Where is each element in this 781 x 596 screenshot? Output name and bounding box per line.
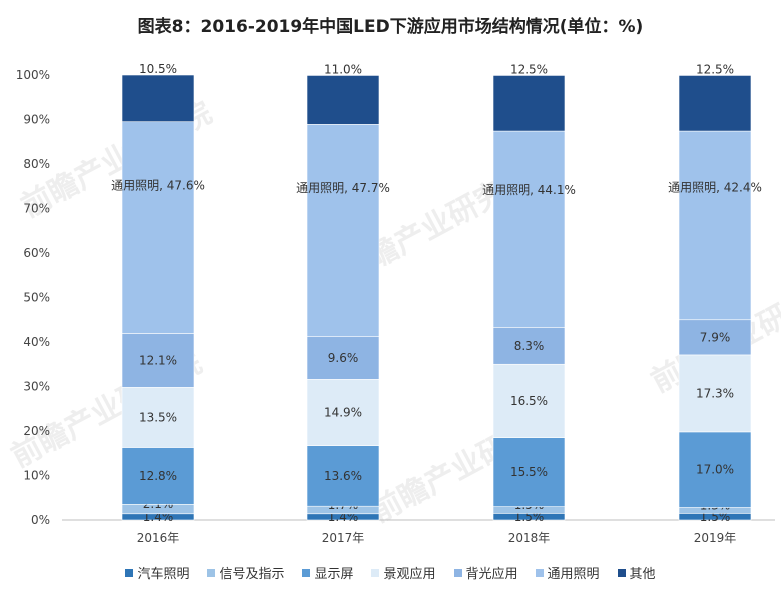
bar-segment bbox=[306, 124, 380, 337]
bar-segment bbox=[678, 75, 752, 132]
x-tick-label: 2017年 bbox=[322, 531, 365, 545]
legend-label: 背光应用 bbox=[465, 567, 518, 582]
bar-segment bbox=[678, 319, 752, 356]
chart-legend: 汽车照明 信号及指示 显示屏 景观应用 背光应用 通用照明 其他 bbox=[0, 563, 781, 582]
bar-segment bbox=[492, 75, 566, 132]
bar-segment bbox=[492, 130, 566, 328]
data-label: 9.6% bbox=[328, 351, 359, 365]
legend-swatch bbox=[453, 568, 462, 577]
x-tick-label: 2019年 bbox=[694, 531, 737, 545]
y-tick-label: 100% bbox=[16, 68, 50, 82]
legend-label: 显示屏 bbox=[314, 567, 354, 582]
data-label: 11.0% bbox=[324, 62, 362, 76]
legend-swatch bbox=[371, 568, 380, 577]
y-tick-label: 80% bbox=[23, 157, 50, 171]
data-label: 12.5% bbox=[510, 62, 548, 76]
data-label: 15.5% bbox=[510, 465, 548, 479]
bar-segment bbox=[678, 431, 752, 508]
data-label: 7.9% bbox=[700, 330, 731, 344]
y-tick-label: 90% bbox=[23, 113, 50, 127]
legend-swatch bbox=[207, 568, 216, 577]
legend-item: 通用照明 bbox=[535, 563, 600, 582]
legend-item: 其他 bbox=[617, 563, 656, 582]
legend-item: 背光应用 bbox=[453, 563, 518, 582]
data-label: 12.5% bbox=[696, 62, 734, 76]
legend-label: 信号及指示 bbox=[219, 567, 285, 582]
data-label: 13.6% bbox=[324, 469, 362, 483]
data-label: 通用照明, 47.6% bbox=[111, 178, 205, 192]
legend-item: 汽车照明 bbox=[125, 563, 189, 582]
data-label: 通用照明, 47.7% bbox=[296, 181, 390, 195]
y-tick-label: 0% bbox=[31, 513, 50, 527]
bar-segment bbox=[492, 437, 566, 507]
legend-label: 通用照明 bbox=[547, 567, 600, 582]
legend-label: 其他 bbox=[629, 567, 656, 582]
bar-segment bbox=[121, 447, 195, 505]
bar-segment bbox=[306, 445, 380, 507]
data-label: 14.9% bbox=[324, 406, 362, 420]
data-label: 10.5% bbox=[139, 62, 177, 76]
data-label: 17.3% bbox=[696, 386, 734, 400]
chart-title: 图表8：2016-2019年中国LED下游应用市场结构情况(单位：%) bbox=[137, 17, 644, 37]
y-tick-label: 60% bbox=[23, 246, 50, 260]
bar-segment bbox=[678, 354, 752, 433]
data-label: 12.1% bbox=[139, 353, 177, 367]
data-label: 8.3% bbox=[514, 339, 545, 353]
data-label: 16.5% bbox=[510, 394, 548, 408]
data-label: 通用照明, 44.1% bbox=[482, 183, 576, 197]
bar-segment bbox=[306, 75, 380, 125]
data-label: 13.5% bbox=[139, 410, 177, 424]
bar-segment bbox=[121, 121, 195, 334]
x-tick-label: 2018年 bbox=[508, 531, 551, 545]
legend-swatch bbox=[535, 568, 544, 577]
y-tick-label: 30% bbox=[23, 380, 50, 394]
y-tick-label: 40% bbox=[23, 335, 50, 349]
bar-segment bbox=[678, 130, 752, 321]
legend-item: 景观应用 bbox=[371, 563, 436, 582]
data-label: 17.0% bbox=[696, 463, 734, 477]
legend-item: 显示屏 bbox=[302, 563, 353, 582]
legend-swatch bbox=[125, 568, 134, 577]
y-tick-label: 10% bbox=[23, 469, 50, 483]
legend-label: 景观应用 bbox=[383, 567, 436, 582]
y-tick-label: 50% bbox=[23, 291, 50, 305]
data-label: 通用照明, 42.4% bbox=[668, 181, 762, 195]
x-tick-label: 2016年 bbox=[137, 531, 180, 545]
bar-segment bbox=[121, 74, 195, 123]
y-tick-label: 70% bbox=[23, 202, 50, 216]
bar-segment bbox=[306, 336, 380, 380]
bar-segment bbox=[492, 363, 566, 438]
bar-segment bbox=[306, 379, 380, 446]
bar-segment bbox=[492, 327, 566, 365]
legend-label: 汽车照明 bbox=[137, 567, 190, 582]
data-label: 12.8% bbox=[139, 469, 177, 483]
legend-item: 信号及指示 bbox=[207, 563, 284, 582]
y-tick-label: 20% bbox=[23, 424, 50, 438]
legend-swatch bbox=[617, 568, 626, 577]
legend-swatch bbox=[302, 568, 311, 577]
